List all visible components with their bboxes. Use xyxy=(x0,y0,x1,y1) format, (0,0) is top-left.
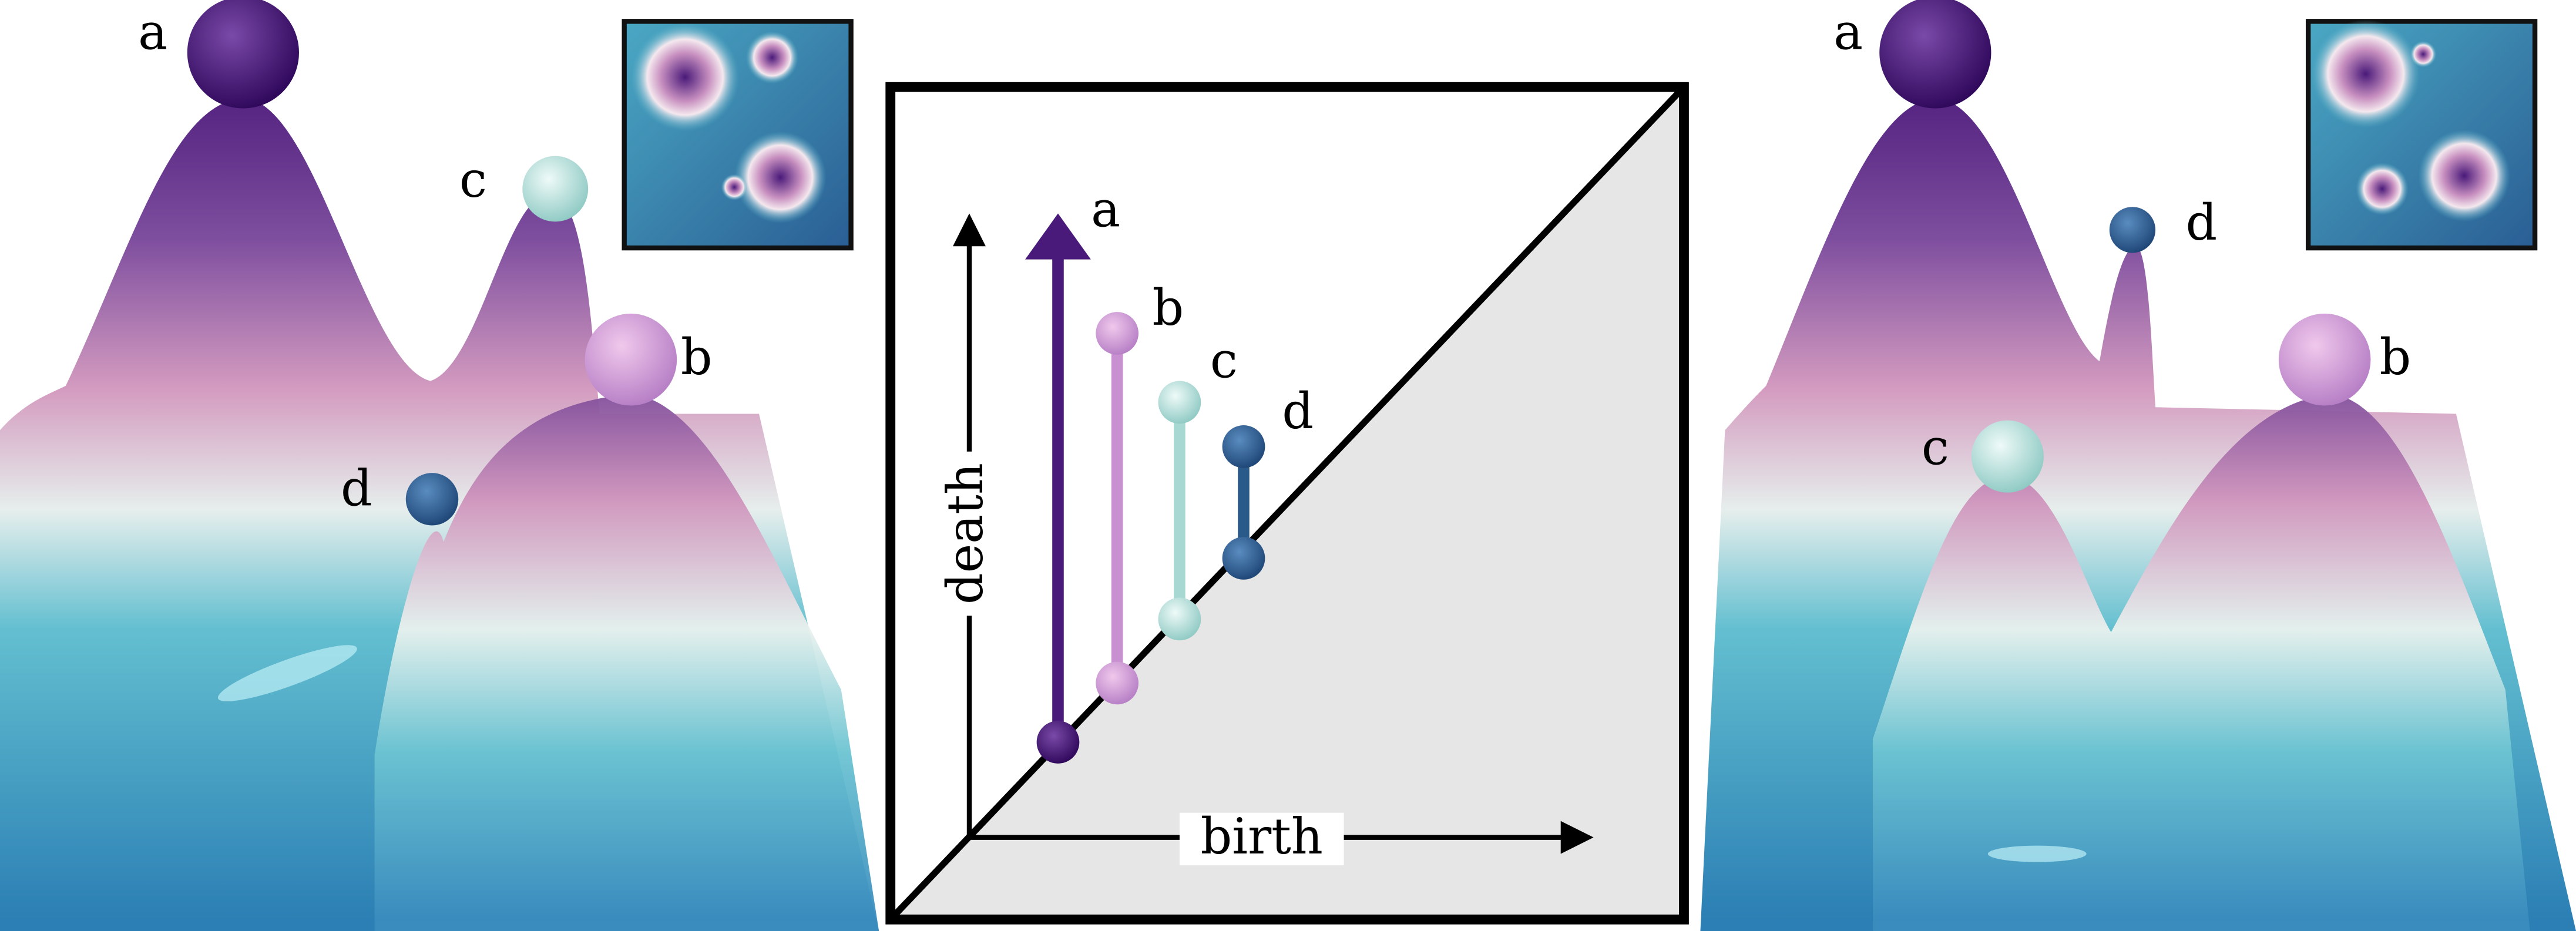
peak-ball xyxy=(585,313,677,406)
peak-label: a xyxy=(138,4,167,61)
peak-label: d xyxy=(341,460,372,517)
left-terrain: a c b d xyxy=(0,0,879,931)
peak-ball xyxy=(2278,313,2371,406)
inset-blob xyxy=(2410,41,2437,68)
label-bg xyxy=(939,451,999,616)
peak-ball xyxy=(405,473,459,526)
peak-label: c xyxy=(1922,419,1949,476)
surface xyxy=(374,394,879,931)
inset-blob xyxy=(2418,129,2511,222)
point xyxy=(1096,661,1139,705)
peak-ball xyxy=(1971,420,2044,493)
arrowhead xyxy=(1025,213,1091,260)
point xyxy=(1036,721,1080,764)
point xyxy=(1096,312,1139,355)
highlight xyxy=(1987,845,2087,862)
inset-blob xyxy=(734,131,827,224)
pair-label: d xyxy=(1282,382,1314,440)
inset-blob xyxy=(630,23,740,132)
point xyxy=(1158,381,1201,424)
pair-label: c xyxy=(1210,332,1238,389)
peak-ball xyxy=(1879,0,1991,109)
peak-label: b xyxy=(681,328,713,386)
pair-label: a xyxy=(1091,180,1120,238)
arrowhead xyxy=(1560,821,1594,854)
peak-ball xyxy=(522,156,589,222)
pair-label: b xyxy=(1153,279,1184,337)
peak-label: b xyxy=(2380,328,2412,386)
peak-label: c xyxy=(459,151,487,209)
right-terrain: a d b c xyxy=(1700,0,2576,931)
label-bg xyxy=(1179,812,1344,866)
peak-label: d xyxy=(2186,194,2218,251)
highlight xyxy=(217,645,357,702)
inset-blob xyxy=(721,174,748,201)
axis-label: birth xyxy=(1201,808,1323,865)
peak-ball xyxy=(187,0,299,109)
point xyxy=(1222,537,1265,580)
diagonal xyxy=(888,85,1687,922)
peak-ball xyxy=(2109,207,2156,253)
frame xyxy=(885,82,1689,925)
inset-blob xyxy=(745,31,799,84)
surface xyxy=(1873,394,2530,931)
arrowhead xyxy=(953,213,986,247)
peak-label: a xyxy=(1833,4,1863,61)
point xyxy=(1222,425,1265,468)
inset-blob xyxy=(2311,19,2420,129)
inset-blob xyxy=(2356,162,2409,216)
point xyxy=(1158,597,1201,641)
axis-label: death xyxy=(936,463,994,604)
persistence-diagram: death birth a b c d xyxy=(885,82,1689,925)
